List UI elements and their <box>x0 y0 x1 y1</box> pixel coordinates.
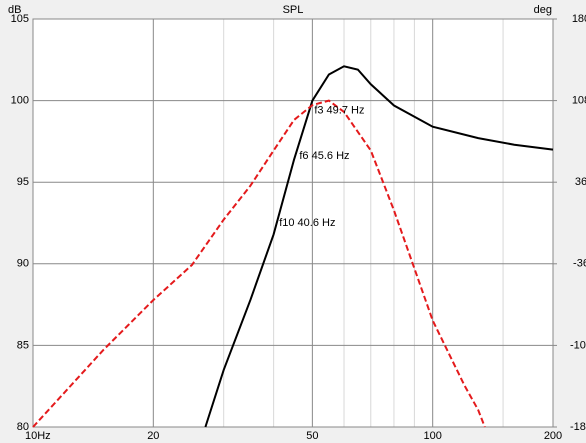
y-tick-label: 85 <box>17 339 29 351</box>
y2-tick-label: -108 <box>570 339 586 351</box>
annotation: f6 45.6 Hz <box>299 150 349 162</box>
plot-area <box>32 18 554 428</box>
chart-title: SPL <box>283 4 304 16</box>
annotation: f10 40.6 Hz <box>279 217 335 229</box>
y-tick-label: 90 <box>17 258 29 270</box>
series-line <box>32 99 486 428</box>
y2-tick-label: 36 <box>575 176 586 188</box>
y-axis-label: dB <box>8 4 21 16</box>
series-line <box>204 65 554 428</box>
y-tick-label: 80 <box>17 421 29 433</box>
x-tick-label: 100 <box>424 430 442 442</box>
y2-axis-label: deg <box>534 4 552 16</box>
annotation: f3 49.7 Hz <box>314 104 364 116</box>
x-tick-label: 200 <box>544 430 562 442</box>
x-tick-label: 10Hz <box>25 430 51 442</box>
y-tick-label: 95 <box>17 176 29 188</box>
y2-tick-label: -180 <box>570 421 586 433</box>
y2-tick-label: -36 <box>573 258 586 270</box>
y-tick-label: 100 <box>11 95 29 107</box>
y2-tick-label: 108 <box>572 95 586 107</box>
x-tick-label: 50 <box>306 430 318 442</box>
y2-tick-label: 180 <box>572 13 586 25</box>
y-tick-label: 105 <box>11 13 29 25</box>
x-tick-label: 20 <box>147 430 159 442</box>
